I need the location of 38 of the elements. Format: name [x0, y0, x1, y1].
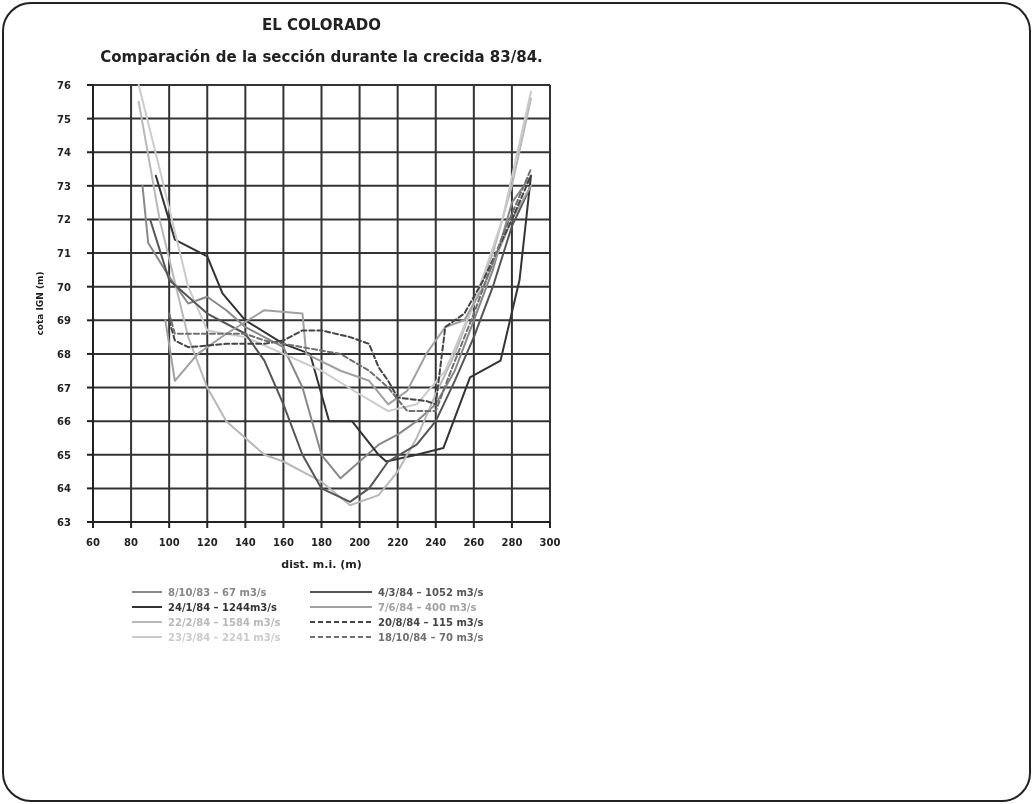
x-tick-label: 300 [539, 537, 561, 548]
y-tick-label: 75 [57, 113, 72, 125]
chart-subtitle: Comparación de la sección durante la crecida 83/84. [100, 48, 543, 66]
y-tick-label: 66 [57, 416, 72, 428]
y-tick-label: 63 [57, 517, 72, 528]
text: 18/10/84 – 70 m3/s [378, 632, 484, 643]
x-tick-label: 180 [311, 537, 332, 548]
y-tick-label: 67 [57, 382, 72, 394]
y-tick-label: 68 [57, 348, 72, 360]
y-tick-label: 76 [57, 80, 72, 91]
x-tick-label: 80 [124, 537, 139, 548]
chart-title: EL COLORADO [262, 16, 381, 34]
y-tick-label: 65 [57, 449, 72, 461]
text: 7/6/84 – 400 m3/s [378, 602, 477, 613]
y-tick-label: 71 [57, 248, 72, 260]
x-tick-label: 260 [463, 537, 485, 548]
legend-label: 22/2/84 – 1584 m3/s [168, 617, 281, 628]
y-tick-label: 69 [57, 315, 72, 327]
x-axis-title: dist. m.i. (m) [281, 558, 362, 571]
x-tick-label: 280 [501, 537, 523, 548]
x-tick-label: 60 [86, 537, 100, 548]
text: 4/3/84 – 1052 m3/s [378, 587, 484, 598]
legend-label: 24/1/84 – 1244m3/s [168, 602, 277, 613]
x-tick-label: 120 [196, 537, 218, 548]
y-tick-label: 72 [57, 214, 72, 226]
y-tick-label: 70 [57, 281, 72, 293]
y-tick-label: 73 [57, 180, 72, 192]
x-tick-label: 200 [349, 537, 371, 548]
text: 20/8/84 – 115 m3/s [378, 617, 484, 628]
y-tick-label: 74 [57, 147, 72, 159]
x-tick-label: 160 [272, 537, 294, 548]
x-tick-label: 100 [158, 537, 180, 548]
y-axis-title: cota IGN (m) [35, 271, 45, 336]
x-tick-label: 220 [387, 537, 409, 548]
legend-label: 8/10/83 – 67 m3/s [168, 587, 267, 598]
y-tick-label: 64 [57, 483, 72, 495]
x-tick-label: 140 [234, 537, 256, 548]
x-tick-label: 240 [425, 537, 447, 548]
